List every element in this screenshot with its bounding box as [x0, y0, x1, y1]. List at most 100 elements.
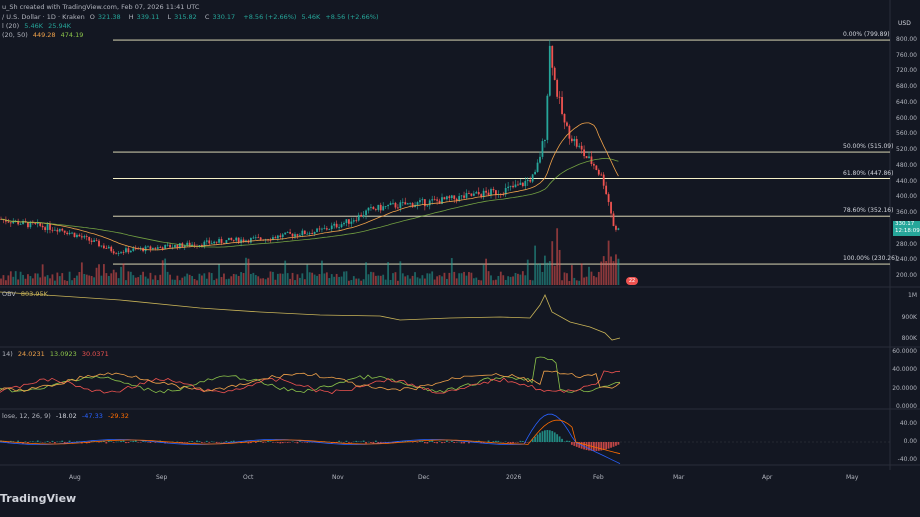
volume-bar-149 [365, 262, 367, 285]
volume-bar-243 [595, 277, 598, 285]
volume-bar-107 [262, 278, 265, 285]
macd-hist-79 [193, 442, 196, 443]
macd-hist-94 [230, 441, 233, 442]
candle-body-117 [286, 232, 289, 233]
macd-hist-52 [127, 442, 130, 443]
macd-hist-51 [125, 442, 127, 444]
candle-body-223 [546, 95, 549, 140]
volume-bar-153 [374, 275, 377, 285]
candle-body-22 [54, 229, 56, 231]
macd-hist-101 [247, 442, 250, 444]
macd-hist-154 [377, 442, 380, 444]
volume-bar-60 [147, 278, 149, 285]
candle-body-41 [100, 245, 103, 247]
macd-hist-185 [453, 442, 456, 443]
macd-hist-147 [360, 441, 363, 443]
candle-body-205 [502, 194, 505, 196]
obv-tick-1: 900K [901, 314, 917, 321]
dmi-legend[interactable]: 14) 24.0231 13.0923 30.0371 [2, 350, 112, 358]
macd-hist-124 [303, 442, 306, 443]
volume-bar-81 [198, 273, 201, 285]
macd-hist-197 [482, 442, 485, 444]
macd-hist-172 [421, 440, 424, 442]
volume-bar-225 [551, 241, 554, 285]
candle-body-250 [612, 213, 615, 226]
volume-bar-131 [321, 260, 323, 285]
volume-bar-110 [269, 271, 272, 285]
candle-body-127 [311, 232, 314, 234]
volume-bar-189 [463, 271, 465, 285]
volume-bar-238 [583, 277, 585, 285]
volume-bar-89 [218, 264, 220, 285]
macd-hist-26 [63, 442, 66, 444]
candle-body-142 [348, 219, 350, 224]
macd-hist-186 [455, 442, 458, 443]
bar-countdown: 12:18:09 [895, 228, 920, 234]
candle-body-59 [144, 246, 147, 252]
volume-bar-36 [88, 275, 91, 285]
volume-bar-109 [267, 277, 269, 285]
volume-bar-24 [58, 276, 61, 285]
volume-bar-82 [201, 275, 203, 285]
volume-bar-74 [181, 277, 184, 285]
price-tick-2: 720.00 [896, 67, 917, 75]
price-tick-6: 560.00 [896, 130, 917, 138]
obv-value: 803.95K [20, 290, 48, 298]
macd-hist-86 [210, 441, 213, 442]
volume-bar-190 [465, 275, 468, 285]
macd-hist-152 [372, 442, 375, 444]
macd-legend[interactable]: lose, 12, 26, 9) -18.02 -47.33 -29.32 [2, 412, 132, 420]
candle-body-32 [78, 234, 81, 237]
candle-body-20 [49, 224, 51, 230]
volume-bar-102 [250, 273, 252, 285]
volume-bar-187 [458, 273, 461, 285]
macd-hist-250 [612, 442, 615, 447]
candle-body-103 [252, 237, 255, 239]
macd-hist-108 [264, 442, 267, 443]
candle-body-221 [541, 141, 544, 157]
candle-body-143 [350, 221, 353, 224]
candle-body-188 [460, 195, 463, 197]
candle-body-46 [112, 251, 115, 254]
candle-body-201 [492, 189, 495, 191]
macd-hist-28 [68, 440, 71, 442]
volume-legend[interactable]: l (20) 5.46K 25.94K [2, 22, 74, 30]
candle-body-21 [51, 229, 54, 231]
ohlc-high: H 339.11 [129, 13, 163, 21]
dmi-tick-1: 40.0000 [892, 366, 917, 373]
candle-body-222 [544, 139, 546, 142]
candle-body-99 [242, 239, 245, 242]
macd-hist-151 [370, 442, 372, 443]
ma-legend[interactable]: (20, 50) 449.28 474.19 [2, 31, 86, 39]
volume-bar-171 [419, 278, 421, 285]
candle-body-75 [183, 245, 186, 248]
macd-hist-164 [401, 441, 404, 442]
candle-body-118 [289, 232, 291, 234]
macd-hist-140 [343, 442, 345, 443]
currency-button[interactable]: USD [898, 20, 911, 27]
volume-bar-63 [154, 275, 157, 285]
volume-bar-240 [588, 266, 590, 285]
price-tick-7: 520.00 [896, 146, 917, 154]
volume-bar-67 [164, 258, 167, 285]
macd-hist-244 [597, 442, 600, 451]
obv-tick-0: 1M [908, 292, 917, 299]
candle-body-140 [343, 222, 345, 225]
candle-body-218 [534, 171, 536, 175]
macd-hist-45 [110, 441, 113, 442]
macd-hist-80 [196, 440, 198, 442]
obv-legend[interactable]: OBV 803.95K [2, 290, 51, 298]
candle-body-30 [73, 232, 76, 238]
volume-bar-5 [12, 276, 15, 285]
macd-hist-245 [600, 442, 603, 451]
alert-badge[interactable]: 22 [626, 277, 638, 285]
volume-bar-31 [76, 275, 78, 285]
volume-bar-122 [299, 277, 301, 285]
candle-body-120 [294, 234, 296, 237]
candle-body-141 [345, 219, 348, 223]
candle-body-183 [448, 196, 451, 198]
volume-bar-130 [318, 274, 321, 285]
candle-body-135 [330, 225, 333, 230]
